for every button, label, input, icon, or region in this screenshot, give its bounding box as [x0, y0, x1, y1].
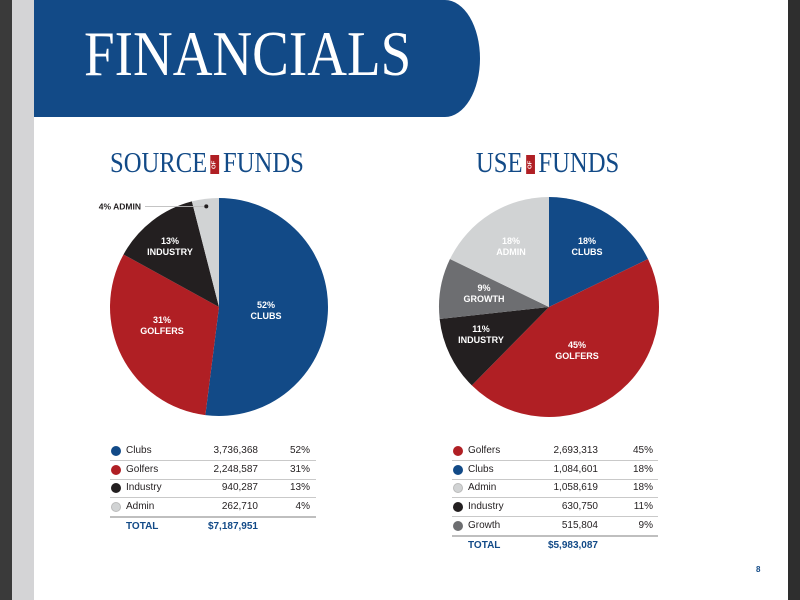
row-percent: 45% [632, 445, 653, 456]
row-percent: 18% [632, 463, 653, 475]
viewer-right-edge [788, 0, 800, 600]
row-value: 515,804 [561, 519, 598, 531]
row-label: Clubs [468, 463, 494, 475]
pie-slice-clubs [205, 198, 328, 416]
source-of-funds-title: SOURCE OF FUNDS [110, 148, 304, 180]
total-label: TOTAL [468, 539, 501, 551]
table-row: Industry 940,287 13% [110, 479, 316, 499]
page-number: 8 [756, 565, 761, 574]
row-percent: 4% [295, 501, 310, 513]
row-label: Industry [468, 501, 504, 513]
slice-label-growth: 9% GROWTH [464, 283, 505, 304]
row-percent: 52% [289, 445, 310, 456]
row-label: Admin [126, 501, 155, 513]
title-part: SOURCE [110, 148, 208, 179]
page-gutter [12, 0, 34, 600]
slice-label-admin: 18% ADMIN [496, 236, 526, 257]
pie-slice-clubs [549, 197, 649, 307]
row-value: 940,287 [221, 482, 258, 494]
slice-label-clubs: 18% CLUBS [572, 236, 603, 257]
row-percent: 9% [638, 519, 653, 531]
row-label: Admin [468, 482, 497, 494]
total-value: $7,187,951 [207, 520, 258, 532]
slice-label-golfers: 31% GOLFERS [140, 315, 184, 336]
legend-dot-icon [111, 446, 121, 456]
table-row: Growth 515,804 9% [452, 517, 658, 537]
row-percent: 18% [632, 482, 653, 494]
pie-slice-industry [439, 307, 549, 386]
page-title: FINANCIALS [84, 18, 412, 89]
row-value: 262,710 [221, 501, 258, 513]
row-value: 2,248,587 [213, 463, 259, 475]
viewer-left-edge [0, 0, 12, 600]
slice-label-golfers: 45% GOLFERS [555, 340, 599, 361]
legend-dot-icon [453, 502, 463, 513]
row-label: Golfers [468, 445, 501, 456]
row-percent: 31% [289, 463, 310, 475]
legend-dot-icon [111, 502, 121, 513]
legend-dot-icon [111, 464, 121, 475]
row-value: 630,750 [561, 501, 598, 513]
pie-slice-growth [439, 259, 549, 319]
row-value: 1,084,601 [553, 463, 599, 475]
total-value: $5,983,087 [547, 539, 598, 551]
pie-slice-golfers [109, 254, 219, 416]
slice-label-outside: 4% ADMIN [99, 201, 141, 211]
row-label: Growth [468, 519, 501, 531]
table-row: Industry 630,750 11% [452, 498, 658, 518]
pie-slice-industry [123, 201, 219, 307]
title-banner [34, 0, 480, 117]
table-row: Clubs 3,736,368 52% [110, 442, 316, 461]
legend-dot-icon [111, 483, 121, 494]
row-value: 1,058,619 [553, 482, 599, 494]
table-row: Admin 262,710 4% [110, 498, 316, 519]
row-label: Golfers [126, 463, 159, 475]
title-part: FUNDS [223, 148, 304, 179]
row-percent: 11% [633, 501, 653, 513]
leader-dot [204, 204, 209, 209]
legend-dot-icon [453, 483, 463, 494]
pie-slice-golfers [471, 259, 659, 418]
pie-slice-admin [449, 197, 549, 307]
legend-dot-icon [453, 464, 463, 475]
row-label: Clubs [126, 445, 152, 456]
legend-dot-icon [453, 520, 463, 531]
use-of-funds-title: USE OF FUNDS [476, 148, 619, 180]
title-part: USE [476, 148, 523, 179]
pie-slice-admin [191, 198, 219, 307]
legend-dot-icon [453, 446, 463, 456]
row-value: 3,736,368 [213, 445, 259, 456]
row-percent: 13% [289, 482, 310, 494]
row-label: Industry [126, 482, 162, 494]
title-part: FUNDS [538, 148, 620, 179]
slice-label-industry: 13% INDUSTRY [147, 236, 193, 257]
slice-label-industry: 11% INDUSTRY [458, 324, 504, 345]
table-row: Golfers 2,693,313 45% [452, 442, 658, 461]
table-row: Admin 1,058,619 18% [452, 479, 658, 499]
total-label: TOTAL [126, 520, 159, 532]
table-row: Golfers 2,248,587 31% [110, 461, 316, 480]
slice-label-clubs: 52% CLUBS [251, 300, 282, 321]
table-row: Clubs 1,084,601 18% [452, 461, 658, 480]
row-value: 2,693,313 [553, 445, 599, 456]
